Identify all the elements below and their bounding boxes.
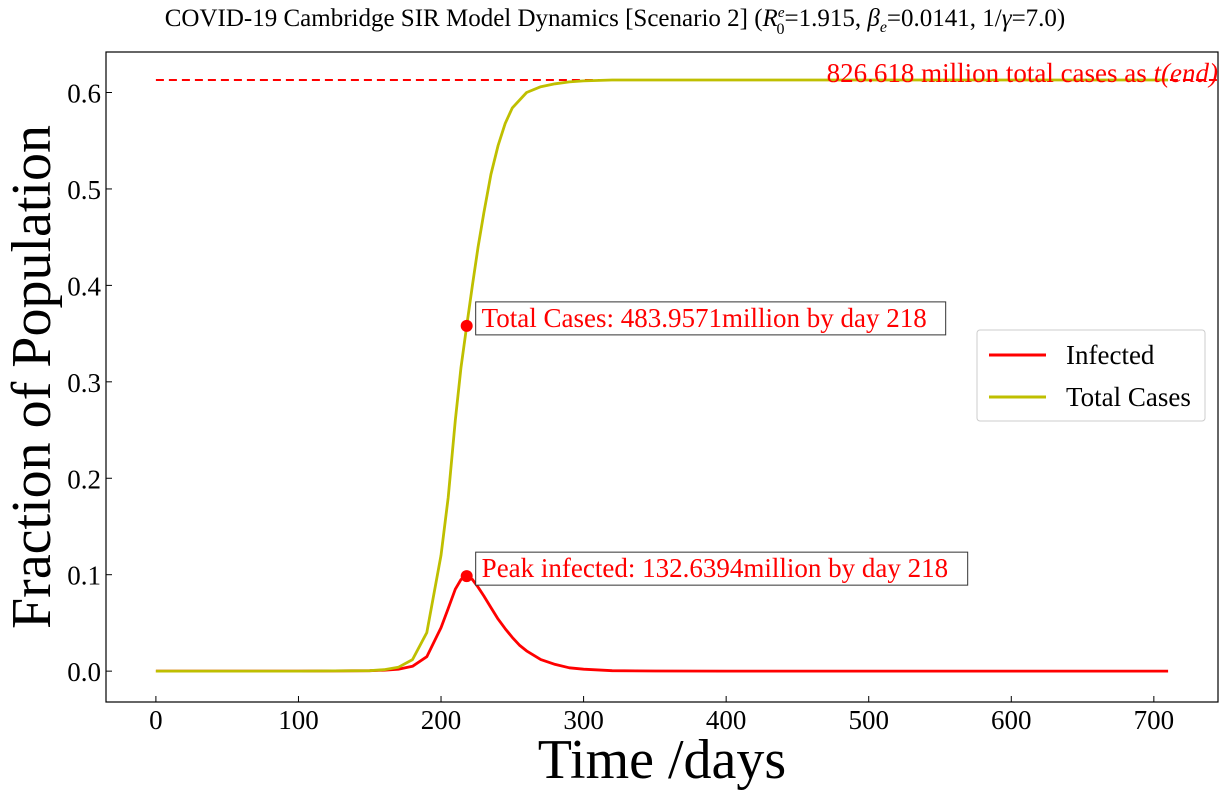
series-line-total-cases xyxy=(155,78,1169,673)
chart-title: COVID-19 Cambridge SIR Model Dynamics [S… xyxy=(165,5,1066,38)
x-tick-label: 300 xyxy=(563,705,604,735)
reference-line-label: 826.618 million total cases as t(end) xyxy=(827,58,1218,88)
y-tick-label: 0.1 xyxy=(67,561,101,591)
y-tick-label: 0.6 xyxy=(67,79,101,109)
x-tick-label: 200 xyxy=(421,705,462,735)
annotation-peak-infected-box xyxy=(475,551,969,586)
x-tick-label: 700 xyxy=(1134,705,1175,735)
x-tick-label: 100 xyxy=(278,705,319,735)
annotation-total-cases-text: Total Cases: 483.9571million by day 218 xyxy=(482,303,927,333)
x-tick-label: 500 xyxy=(848,705,889,735)
legend-label-total-cases: Total Cases xyxy=(1066,382,1191,412)
y-tick-label: 0.2 xyxy=(67,464,101,494)
annotation-total-cases-box xyxy=(475,301,947,336)
legend: Infected Total Cases xyxy=(976,329,1206,422)
y-tick-label: 0.0 xyxy=(67,657,101,687)
x-tick-label: 0 xyxy=(149,705,163,735)
y-axis-label: Fraction of Population xyxy=(1,125,63,629)
x-axis-label: Time /days xyxy=(538,729,786,791)
y-tick-label: 0.3 xyxy=(67,368,101,398)
legend-label-infected: Infected xyxy=(1066,340,1155,370)
y-tick-label: 0.5 xyxy=(67,175,101,205)
x-tick-label: 600 xyxy=(991,705,1032,735)
y-tick-label: 0.4 xyxy=(67,271,101,301)
x-tick-label: 400 xyxy=(706,705,747,735)
annotation-peak-infected-text: Peak infected: 132.6394million by day 21… xyxy=(482,553,948,583)
annotation-marker xyxy=(460,570,473,583)
series-line-infected xyxy=(155,574,1169,673)
plot-frame xyxy=(105,51,1219,703)
annotation-marker xyxy=(460,319,473,332)
